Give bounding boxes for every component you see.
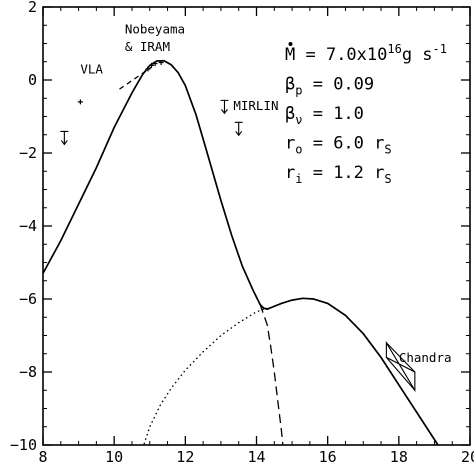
upper-limit-1 xyxy=(220,99,229,115)
data-point-1 xyxy=(145,66,151,72)
y-tick-label-2: −2 xyxy=(19,144,37,162)
annotation-3: MIRLIN xyxy=(233,98,278,113)
parameter-3: ro = 6.0 rS xyxy=(285,134,392,157)
x-tick-label-4: 16 xyxy=(319,448,337,465)
x-tick-label-5: 18 xyxy=(390,448,408,465)
upper-limit-arrow-1 xyxy=(220,99,229,115)
data-point-2 xyxy=(149,62,155,68)
upper-limit-2 xyxy=(234,121,243,137)
parameter-0: M = 7.0x1016g s-1 xyxy=(285,42,447,65)
upper-limits xyxy=(60,99,243,146)
annotation-1: Nobeyama xyxy=(125,21,185,36)
y-tick-label-0: 2 xyxy=(28,0,37,16)
parameter-1: βp = 0.09 xyxy=(285,75,374,98)
x-tick-label-6: 20 xyxy=(461,448,474,465)
parameter-4: ri = 1.2 rS xyxy=(285,163,392,186)
model-curves xyxy=(43,59,439,445)
curve-dotted-2 xyxy=(143,307,268,445)
x-tick-label-2: 12 xyxy=(176,448,194,465)
upper-limit-arrow-2 xyxy=(234,121,243,137)
x-tick-label-3: 14 xyxy=(247,448,265,465)
chandra-bowtie-line-b xyxy=(385,357,416,391)
annotation-4: Chandra xyxy=(399,350,452,365)
plot-frame: 810121416182020−2−4−6−8−10 xyxy=(10,0,474,465)
annotation-2: & IRAM xyxy=(125,39,170,54)
upper-limit-0 xyxy=(60,130,69,146)
data-points xyxy=(77,59,164,105)
curve-dashed-1 xyxy=(241,265,284,445)
annotations: VLA Nobeyama & IRAM MIRLIN Chandra xyxy=(80,21,451,365)
annotation-0: VLA xyxy=(80,61,103,76)
y-tick-label-3: −4 xyxy=(19,217,37,235)
data-point-4 xyxy=(158,59,164,65)
y-tick-label-4: −6 xyxy=(19,290,37,308)
upper-limit-arrow-0 xyxy=(60,130,69,146)
x-tick-label-1: 10 xyxy=(105,448,123,465)
y-tick-label-5: −8 xyxy=(19,363,37,381)
mdot-dot xyxy=(288,42,293,46)
parameter-2: βν = 1.0 xyxy=(285,104,364,127)
chandra-bowtie-line-a xyxy=(385,342,416,373)
curve-solid-0 xyxy=(43,59,439,445)
data-point-3 xyxy=(152,61,158,67)
x-tick-label-0: 8 xyxy=(38,448,47,465)
chandra-bowtie xyxy=(385,340,416,393)
curve-dashed-short-3 xyxy=(119,66,152,90)
y-tick-label-6: −10 xyxy=(10,436,37,454)
y-tick-label-1: 0 xyxy=(28,71,37,89)
data-point-0 xyxy=(77,99,83,105)
parameter-panel: M = 7.0x1016g s-1 βp = 0.09 βν = 1.0 ro = 6… xyxy=(285,42,447,186)
